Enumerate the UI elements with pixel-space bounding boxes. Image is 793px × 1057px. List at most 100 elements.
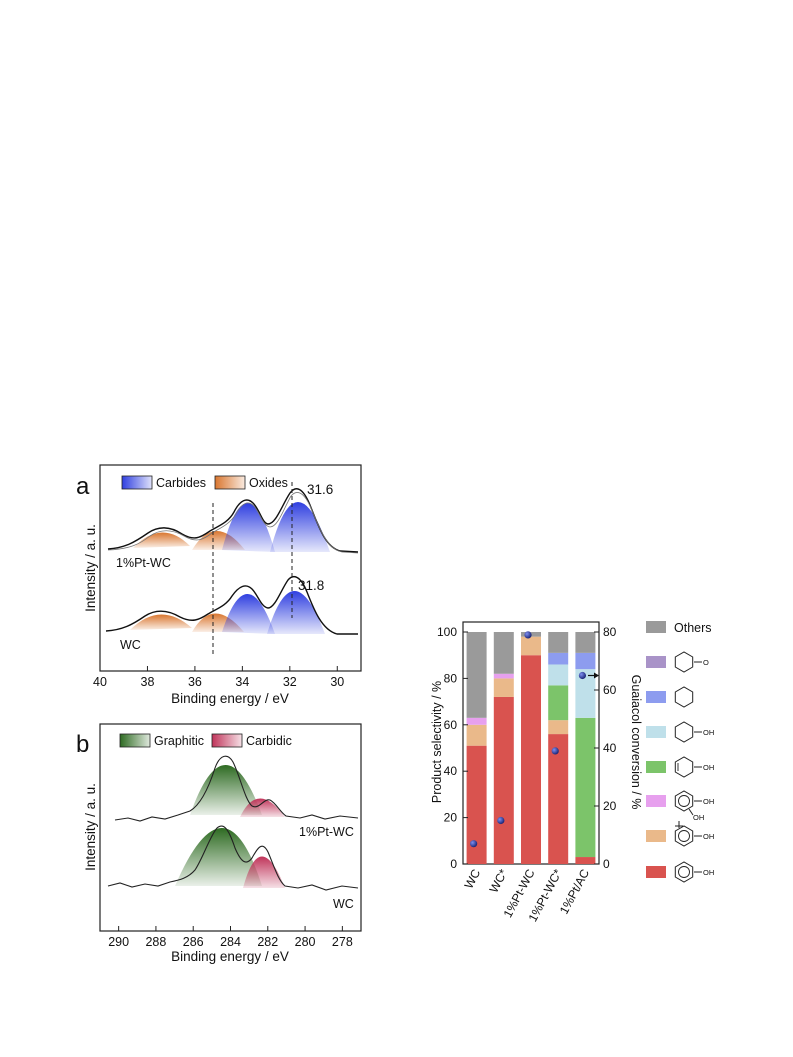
x-axis-title-a: Binding energy / eV bbox=[171, 691, 289, 706]
spectrum-bottom-wc: WC bbox=[105, 576, 358, 652]
peak-carbidic-bottom bbox=[243, 856, 285, 888]
panel-b: b Graphitic Carbidic 1%Pt-WC WC 290 288 28… bbox=[76, 723, 362, 964]
structure-aromatic-phenol bbox=[678, 866, 690, 878]
axis-a-x-tick-label: 32 bbox=[283, 675, 297, 689]
bar-segment-cyclohexanol bbox=[575, 669, 596, 718]
arrow-head bbox=[594, 672, 599, 679]
legend-swatch-cyclohexanone bbox=[646, 656, 666, 668]
axis-b-x: 290 288 286 284 282 280 278 bbox=[108, 926, 353, 949]
y2-tick-label-c: 40 bbox=[603, 741, 617, 755]
legend-c: Others O OH OH OH OH OH OH bbox=[646, 621, 714, 883]
conversion-marker bbox=[497, 816, 505, 825]
legend-label-carbidic: Carbidic bbox=[246, 734, 292, 748]
y2-tick-label-c: 60 bbox=[603, 683, 617, 697]
y-tick-label-c: 20 bbox=[444, 811, 458, 825]
axis-b-x-tick-label: 286 bbox=[183, 935, 204, 949]
peak-carbidic-top bbox=[240, 798, 285, 817]
bar-segment-others bbox=[575, 632, 596, 653]
bar-segment-cyclohexane bbox=[548, 652, 569, 665]
structure-ring-phenol bbox=[674, 861, 694, 883]
axis-a-x-tick-label: 38 bbox=[141, 675, 155, 689]
structure-aromatic-cresol bbox=[678, 830, 690, 842]
peak-carbide-1 bbox=[222, 502, 275, 552]
structure-label-oh: OH bbox=[703, 728, 714, 737]
bar-segment-cresol bbox=[493, 678, 514, 697]
axis-b-x-tick-label: 282 bbox=[257, 935, 278, 949]
peak-carbide-2b bbox=[267, 591, 325, 634]
bar-segment-others bbox=[493, 632, 514, 674]
structure-ring-cyclohexenol bbox=[674, 756, 694, 778]
y-tick-label-c: 80 bbox=[444, 671, 458, 685]
legend-label-oxides: Oxides bbox=[249, 476, 288, 490]
structure-ring-cresol bbox=[674, 825, 694, 847]
structure-label-oh: OH bbox=[703, 832, 714, 841]
category-label: WC* bbox=[487, 867, 511, 896]
axis-a-x-tick-label: 34 bbox=[235, 675, 249, 689]
axis-a-x-tick-label: 40 bbox=[93, 675, 107, 689]
axis-b-x-tick-label: 278 bbox=[332, 935, 353, 949]
legend-swatch-carbides bbox=[121, 475, 153, 490]
y-axis-title-c: Product selectivity / % bbox=[430, 681, 444, 803]
legend-swatch-oxides bbox=[214, 475, 246, 490]
structure-aromatic-catechol bbox=[678, 795, 690, 807]
bar-segment-cyclohexenol bbox=[575, 717, 596, 858]
bar-segment-phenol bbox=[521, 655, 541, 864]
conversion-marker bbox=[524, 631, 532, 639]
bar-segment-cyclohexane bbox=[575, 652, 596, 670]
conversion-marker bbox=[470, 840, 478, 848]
bar-segment-phenol bbox=[575, 857, 596, 864]
bar-segment-phenol bbox=[466, 745, 487, 864]
sample-label-a-bottom: WC bbox=[120, 638, 141, 652]
structure-label-oh: OH bbox=[703, 868, 714, 877]
spectrum-b-line-bottom bbox=[107, 825, 359, 891]
axis-a-x: 40 38 36 34 32 30 bbox=[93, 666, 344, 689]
legend-swatch-catechol bbox=[646, 795, 666, 807]
panel-label-b: b bbox=[76, 731, 89, 758]
spectrum-line-top bbox=[107, 488, 359, 553]
sample-label-b-bottom: WC bbox=[333, 897, 354, 911]
panel-label-a: a bbox=[76, 473, 90, 500]
peak-graphitic-top bbox=[190, 765, 262, 815]
legend-swatch-cyclohexanol bbox=[646, 726, 666, 738]
spectrum-b-top: 1%Pt-WC bbox=[114, 755, 359, 839]
peak-oxide-1 bbox=[133, 532, 190, 548]
y2-tick-label-c: 0 bbox=[603, 857, 610, 871]
axis-b-x-tick-label: 284 bbox=[220, 935, 241, 949]
conversion-marker bbox=[578, 671, 587, 680]
panel-c: WC WC*1%Pt-WC1%Pt-WC*1%Pt/AC 0 20 40 60 80 100… bbox=[430, 621, 714, 924]
x-axis-title-b: Binding energy / eV bbox=[171, 949, 289, 964]
structure-ring-cyclohexanol bbox=[674, 721, 694, 743]
legend-swatch-phenol bbox=[646, 866, 666, 878]
bar-segment-catechol bbox=[466, 717, 487, 725]
legend-swatch-cresol bbox=[646, 830, 666, 842]
bars-c: WC WC*1%Pt-WC1%Pt-WC*1%Pt/AC bbox=[461, 631, 599, 924]
axis-b-x-tick-label: 280 bbox=[295, 935, 316, 949]
legend-swatch-cyclohexane bbox=[646, 691, 666, 703]
structure-ring-cyclohexane bbox=[674, 686, 694, 708]
bar-segment-cyclohexanol bbox=[548, 664, 569, 686]
y-tick-label-c: 60 bbox=[444, 718, 458, 732]
y-tick-label-c: 40 bbox=[444, 764, 458, 778]
spectrum-top-pt-wc: 1%Pt-WC bbox=[107, 488, 359, 570]
legend-label-graphitic: Graphitic bbox=[154, 734, 204, 748]
category-label: WC bbox=[461, 867, 483, 892]
sample-label-b-top: 1%Pt-WC bbox=[299, 825, 354, 839]
peak-carbide-1b bbox=[222, 593, 275, 634]
structure-label-o: O bbox=[703, 658, 709, 667]
bar-segment-cresol bbox=[548, 720, 569, 735]
structure-bond bbox=[688, 808, 694, 816]
axis-b-x-tick-label: 290 bbox=[108, 935, 129, 949]
y2-axis-title-c: Guaiacol conversion / % bbox=[629, 675, 643, 810]
sample-label-a-top: 1%Pt-WC bbox=[116, 556, 171, 570]
annotation-31-6: 31.6 bbox=[307, 482, 333, 497]
y-tick-label-c: 100 bbox=[437, 625, 457, 639]
conversion-marker bbox=[551, 747, 559, 755]
spectrum-b-line-top bbox=[114, 755, 359, 822]
spectrum-fit-top bbox=[107, 492, 359, 554]
legend-label-others: Others bbox=[674, 621, 712, 635]
peak-graphitic-bottom bbox=[175, 828, 262, 886]
bar-segment-cresol bbox=[521, 636, 541, 656]
bar-segment-cyclohexenol bbox=[548, 685, 569, 721]
axis-a-x-tick-label: 30 bbox=[330, 675, 344, 689]
y-tick-label-c: 0 bbox=[450, 857, 457, 871]
